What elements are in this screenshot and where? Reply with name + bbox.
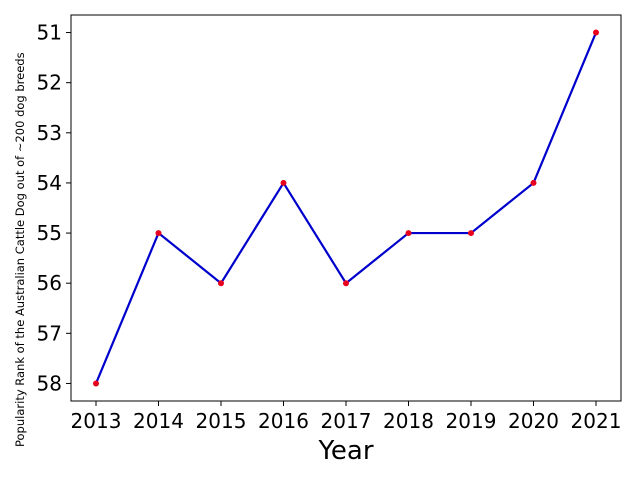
data-point: [218, 280, 224, 287]
y-tick-label: 57: [37, 321, 62, 345]
x-tick-label: 2016: [258, 409, 309, 433]
data-point: [93, 380, 99, 387]
y-tick-label: 54: [37, 171, 62, 195]
y-tick-label: 52: [37, 71, 62, 95]
x-tick-label: 2019: [446, 409, 497, 433]
line-series: [94, 32, 598, 384]
data-point: [155, 230, 162, 237]
data-point: [343, 280, 349, 287]
data-point: [530, 179, 537, 186]
x-tick-label: 2021: [571, 409, 622, 433]
data-point: [405, 230, 412, 237]
x-tick-label: 2015: [196, 409, 247, 433]
x-tick-label: 2013: [71, 409, 122, 433]
x-axis-label: Year: [317, 436, 373, 466]
y-tick-label: 55: [37, 221, 62, 245]
y-tick-label: 56: [37, 271, 62, 295]
x-tick-label: 2017: [321, 409, 372, 433]
y-axis-label: Popularity Rank of the Australian Cattle…: [13, 52, 27, 447]
data-point: [468, 230, 474, 237]
y-tick-label: 53: [37, 121, 62, 145]
plot-frame: [70, 14, 622, 402]
data-point: [280, 179, 287, 186]
y-tick-label: 51: [37, 21, 62, 45]
x-tick-label: 2014: [133, 409, 184, 433]
y-tick-label: 58: [37, 371, 62, 395]
data-point: [593, 29, 599, 36]
x-tick-label: 2018: [383, 409, 434, 433]
x-tick-label: 2020: [508, 409, 559, 433]
